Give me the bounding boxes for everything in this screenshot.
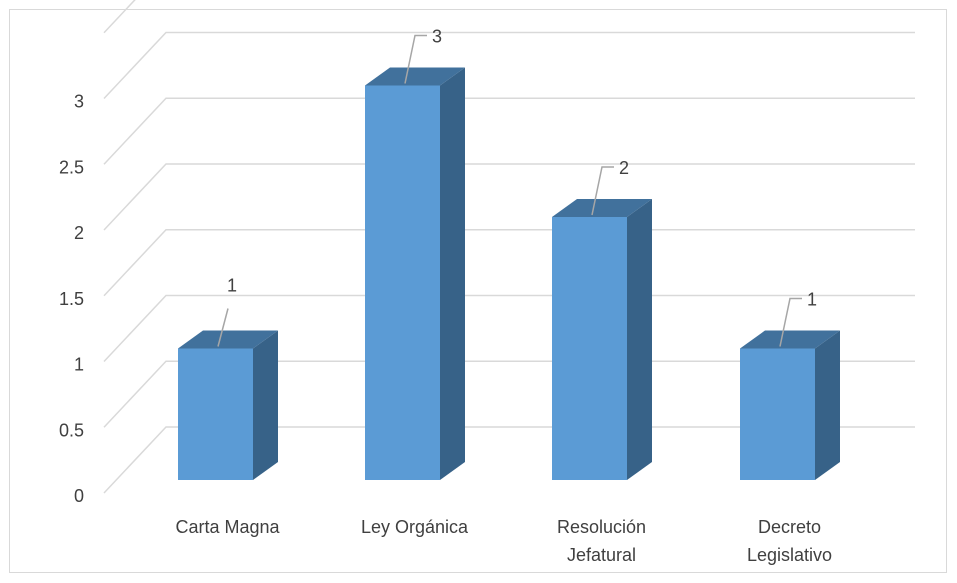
gridline <box>103 360 915 428</box>
category-label: Carta Magna <box>175 517 280 537</box>
data-label: 1 <box>227 276 237 296</box>
category-label-line: Legislativo <box>747 545 832 565</box>
data-label-leader <box>404 34 427 84</box>
gridline <box>103 97 915 165</box>
bar-3 <box>552 199 652 480</box>
bar-side <box>440 67 465 480</box>
y-tick-label: 1 <box>74 355 84 375</box>
category-label-line: Carta Magna <box>175 517 280 537</box>
category-label-line: Ley Orgánica <box>361 517 469 537</box>
gridlines <box>103 0 915 494</box>
y-tick-label: 3 <box>74 92 84 112</box>
y-tick-label: 1.5 <box>59 289 84 309</box>
data-label: 1 <box>807 290 817 310</box>
y-axis-ticks: 0 0.5 1 1.5 2 2.5 3 <box>59 92 84 507</box>
bar-side <box>253 330 278 480</box>
category-label-line: Resolución <box>557 517 646 537</box>
bar-front <box>178 348 253 480</box>
data-labels: 1 3 2 1 <box>217 27 817 347</box>
gridline <box>103 426 915 494</box>
category-label-line: Jefatural <box>567 545 636 565</box>
y-tick-label: 0.5 <box>59 420 84 440</box>
bar-top <box>178 330 278 349</box>
bar-4 <box>740 330 840 480</box>
category-label-line: Decreto <box>758 517 821 537</box>
data-label-leader <box>217 308 229 347</box>
bar-front <box>552 217 627 480</box>
bars <box>178 67 840 480</box>
data-label: 2 <box>619 158 629 178</box>
category-labels: Carta Magna Ley Orgánica Resolución Jefatur… <box>175 517 832 565</box>
bar-front <box>365 85 440 480</box>
bar-2 <box>365 67 465 480</box>
gridline <box>103 0 136 34</box>
y-tick-label: 0 <box>74 486 84 506</box>
gridline <box>103 229 915 297</box>
bar-side <box>627 199 652 480</box>
data-label: 3 <box>432 27 442 47</box>
y-tick-label: 2.5 <box>59 157 84 177</box>
gridline <box>103 31 915 100</box>
bar-1 <box>178 330 278 480</box>
category-label: Decreto Legislativo <box>747 517 832 565</box>
bar-top <box>552 199 652 217</box>
category-label: Resolución Jefatural <box>557 517 646 565</box>
gridline <box>103 163 915 231</box>
data-label-leader <box>591 166 614 216</box>
bar-top <box>740 330 840 349</box>
bar-front <box>740 348 815 480</box>
data-label-leader <box>779 297 802 347</box>
gridline <box>103 294 915 363</box>
bar-top <box>365 67 465 86</box>
bar-side <box>815 330 840 480</box>
y-tick-label: 2 <box>74 223 84 243</box>
category-label: Ley Orgánica <box>361 517 469 537</box>
